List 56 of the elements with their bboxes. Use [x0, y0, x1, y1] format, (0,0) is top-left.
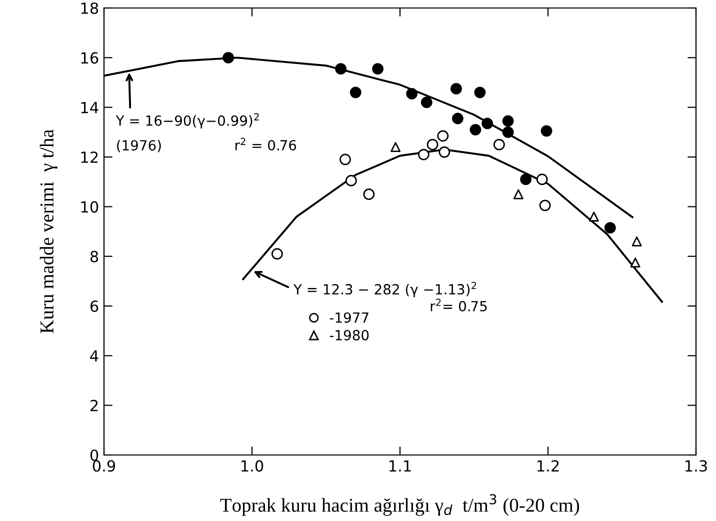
annotation: r$^{2}$= 0.75: [430, 298, 487, 312]
y-tick-label: 4: [90, 350, 98, 362]
point: [474, 86, 486, 98]
point: [271, 248, 283, 260]
point: [482, 118, 494, 130]
x-tick-label: 1.2: [538, 460, 559, 472]
y-tick-label: 18: [81, 2, 98, 14]
point: [335, 63, 347, 75]
point: [470, 124, 482, 136]
point: [438, 146, 450, 158]
point: [406, 88, 418, 100]
point: [502, 126, 514, 138]
point: [340, 154, 351, 166]
point: [350, 86, 362, 98]
point: [630, 258, 640, 268]
y-tick-label: 10: [81, 201, 98, 213]
y-tick-label: 16: [81, 52, 98, 64]
point: [418, 148, 430, 160]
point: [390, 142, 401, 152]
point: [420, 96, 432, 108]
y-tick-label: 12: [81, 151, 98, 163]
point: [222, 52, 234, 64]
annotation: Y = 12.3 − 282 (γ −1.13)$^{2}$: [293, 282, 476, 298]
point: [345, 174, 357, 186]
y-tick-label: 6: [90, 300, 98, 312]
point: [363, 188, 375, 200]
x-axis-title: Toprak kuru hacim ağırlığı γ$_{d}$ t/m$^{3}$ (0-20 cm): [220, 494, 580, 516]
point: [540, 125, 552, 137]
point: [372, 63, 384, 75]
point: [493, 138, 505, 150]
point: [539, 200, 551, 212]
y-tick-label: 14: [81, 102, 98, 114]
point: [437, 130, 449, 142]
point: [536, 174, 548, 186]
x-tick-label: 1.1: [390, 460, 411, 472]
legend-label: -1977: [330, 312, 368, 323]
point: [604, 222, 616, 234]
point: [632, 236, 642, 246]
y-axis-title: Kuru madde verimi γ t/ha: [40, 129, 58, 334]
annotation: (1976): [117, 140, 161, 152]
y-tick-label: 2: [90, 400, 98, 412]
point: [513, 189, 524, 200]
legend-label: -1980: [330, 330, 369, 340]
annotation: r$^{2}$ = 0.76: [236, 138, 296, 150]
point: [452, 112, 464, 124]
x-tick-label: 1.0: [242, 460, 264, 472]
annotation: Y = 16−90(γ−0.99)$^{2}$: [116, 113, 259, 129]
point: [450, 83, 462, 94]
x-tick-label: 1.3: [686, 460, 707, 472]
point: [588, 212, 599, 222]
point: [502, 115, 514, 127]
point: [520, 174, 532, 186]
x-tick-label: 0.9: [92, 460, 116, 472]
y-tick-label: 8: [90, 250, 98, 262]
point: [426, 138, 438, 150]
y-tick-label: 0: [90, 449, 98, 462]
